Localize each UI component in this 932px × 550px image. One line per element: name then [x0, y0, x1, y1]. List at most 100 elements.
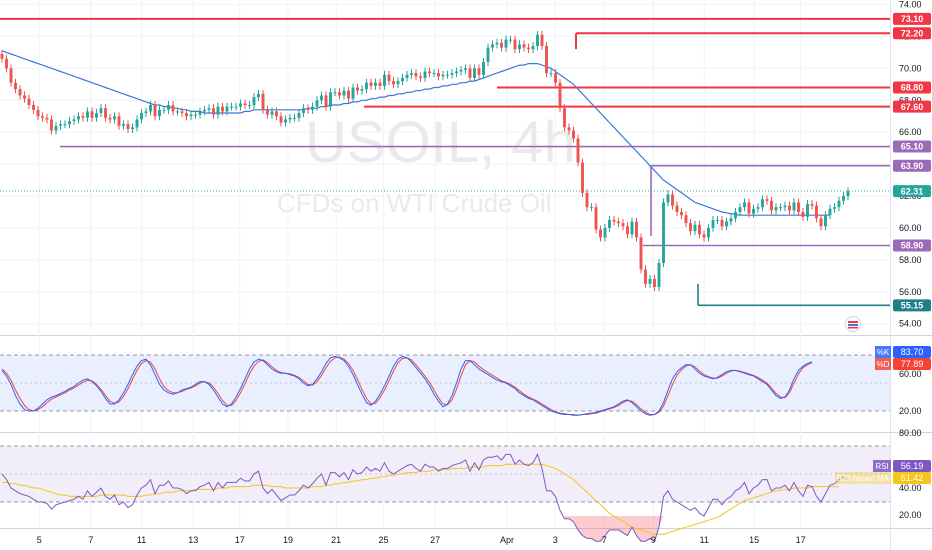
candle-body [18, 89, 22, 96]
candle-body [590, 207, 593, 209]
candle-body [837, 200, 841, 208]
candle-body [797, 202, 800, 212]
candle-body [234, 106, 238, 108]
candle-body [518, 44, 521, 50]
candle-body [770, 200, 773, 211]
candle-body [689, 223, 692, 232]
candle-body [27, 98, 31, 106]
moving-average-line [1, 50, 830, 216]
candle-body [414, 73, 418, 77]
candle-body [774, 207, 778, 211]
price-tag-text: 72.20 [901, 28, 924, 38]
candle-body [374, 82, 377, 86]
candle-body [801, 211, 805, 217]
candle-body [248, 105, 251, 107]
candle-body [270, 111, 274, 115]
candle-body [158, 109, 161, 117]
candle-body [653, 279, 656, 287]
price-tag-67.60 [893, 100, 931, 113]
price-tag-58.90 [893, 239, 931, 252]
candle-body [194, 114, 197, 116]
candle-body [738, 207, 742, 212]
candle-body [558, 82, 562, 109]
price-tag-text: 62.31 [901, 186, 924, 196]
candle-body [324, 95, 328, 107]
candle-body [126, 124, 130, 129]
time-axis[interactable]: 5 7 11 13 17 19 21 25 27 Apr 3 7 9 11 15 17 [37, 535, 806, 545]
candle-body [131, 127, 134, 129]
candle-body [297, 113, 301, 118]
candle-body [612, 219, 616, 222]
candle-body [171, 105, 175, 112]
price-tag-text: 58.90 [901, 241, 924, 251]
stoch-d-value: 77.89 [901, 359, 924, 369]
candle-body [581, 162, 584, 193]
candle-body [90, 111, 94, 118]
candle-body [779, 207, 782, 209]
stoch-tick-label: 60.00 [899, 369, 922, 379]
candle-body [396, 81, 400, 85]
candle-body [477, 68, 481, 75]
symbol-watermark: USOIL, 4h [305, 110, 576, 175]
candle-body [306, 108, 310, 110]
candle-body [338, 92, 341, 96]
stoch-d-label: %D [877, 360, 890, 369]
candle-body [711, 219, 715, 228]
candle-body [356, 87, 359, 91]
flag-icon[interactable] [845, 316, 861, 332]
candle-body [405, 74, 409, 78]
time-tick-label: Apr [500, 535, 514, 545]
price-tag-65.10 [893, 140, 931, 153]
candle-body [104, 108, 107, 118]
candle-body [788, 205, 791, 211]
rsi-value-box [893, 460, 931, 472]
candle-body [824, 215, 827, 227]
candle-body [500, 42, 503, 48]
candle-body [599, 229, 602, 238]
candle-body [504, 39, 508, 48]
candle-body [747, 202, 751, 214]
candle-body [275, 111, 278, 117]
grid-layer [0, 0, 890, 528]
candle-body [149, 105, 152, 112]
stoch-k-value-box [893, 346, 931, 358]
candle-body [45, 117, 49, 120]
stoch-k-value: 83.70 [901, 347, 924, 357]
candle-body [459, 69, 463, 72]
candle-body [320, 95, 323, 101]
candle-body [311, 106, 314, 110]
candle-body [36, 109, 40, 117]
candle-body [162, 109, 166, 111]
candle-body [563, 108, 566, 128]
stoch-k-line [1, 355, 813, 416]
candle-body [833, 207, 836, 209]
candle-body [491, 44, 494, 48]
candle-body [450, 73, 454, 75]
candle-body [140, 113, 143, 120]
candle-body [243, 103, 247, 106]
candle-body [432, 73, 436, 75]
candle-body [63, 124, 67, 126]
time-tick-label: 9 [651, 535, 656, 545]
candle-body [180, 111, 184, 114]
candle-body [626, 226, 629, 235]
candle-body [441, 74, 445, 77]
time-tick-label: 3 [553, 535, 558, 545]
candle-body [815, 205, 818, 219]
price-tick-label: 58.00 [899, 255, 922, 265]
candle-body [176, 111, 179, 113]
candle-body [239, 103, 242, 107]
candle-body [221, 106, 224, 112]
candle-body [54, 125, 58, 131]
price-tag-62.31 [893, 185, 931, 198]
candle-body [716, 219, 719, 221]
candle-body [576, 138, 580, 163]
candle-body [783, 205, 787, 208]
candle-body [702, 234, 706, 238]
time-tick-label: 17 [235, 535, 245, 545]
level-price-tags: 73.10 72.20 68.80 67.60 65.10 63.90 62.31 58.90… [893, 12, 931, 312]
time-tick-label: 7 [602, 535, 607, 545]
candle-body [59, 124, 62, 126]
